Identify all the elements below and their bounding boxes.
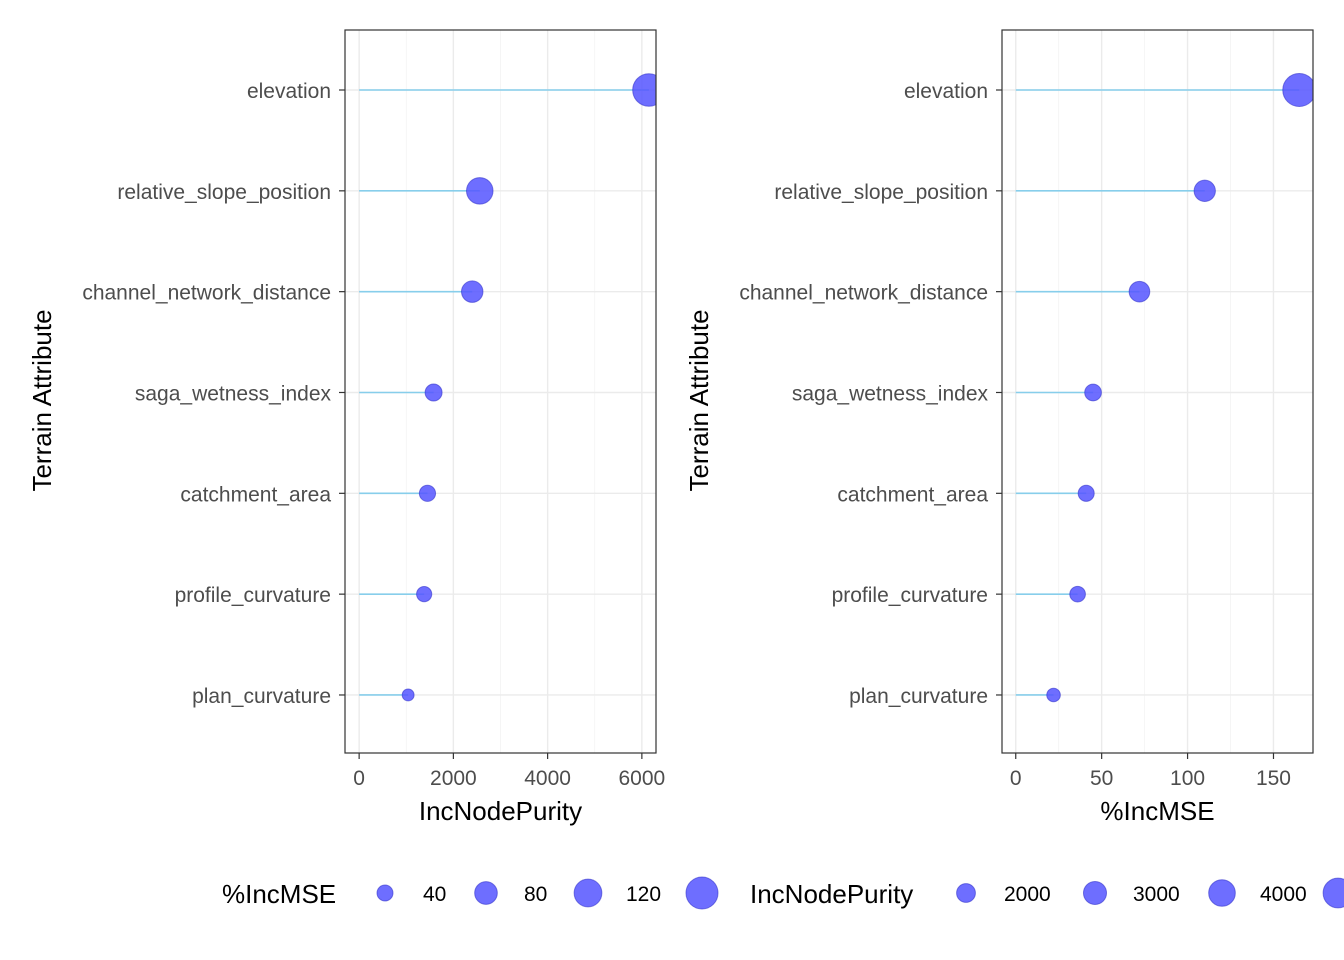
legend-key-label: 120 <box>626 883 661 906</box>
lollipop-stems <box>1015 89 1300 696</box>
y-tick-label: plan_curvature <box>849 685 988 708</box>
y-axis-ticks: elevation relative_slope_position channel_… <box>82 80 345 708</box>
legend-key-point <box>573 878 603 908</box>
data-point <box>1193 179 1216 202</box>
y-tick-label: elevation <box>904 80 988 103</box>
legend-keys: 2000 3000 4000 <box>956 877 1344 909</box>
y-tick-label: channel_network_distance <box>82 282 331 305</box>
legend-key-point <box>685 876 719 910</box>
legend-key-label: 40 <box>423 883 446 906</box>
panel-incmse: elevation relative_slope_position channel_… <box>684 29 1314 826</box>
legend-incnodepurity: IncNodePurity 2000 3000 4000 <box>750 877 1344 909</box>
y-axis-ticks: elevation relative_slope_position channel_… <box>739 80 1002 708</box>
legend-title: %IncMSE <box>222 879 336 909</box>
x-tick-label: 0 <box>353 767 365 790</box>
data-point <box>466 177 494 205</box>
panel-incnodepurity: elevation relative_slope_position channel_… <box>27 29 665 826</box>
legend-key-label: 2000 <box>1004 883 1051 906</box>
panel-background <box>1002 30 1313 753</box>
data-point <box>418 484 437 502</box>
legend-key-point <box>1082 880 1108 906</box>
data-point <box>1128 280 1151 303</box>
data-point <box>401 688 415 702</box>
lollipop-stems <box>359 89 649 696</box>
legend-key-label: 80 <box>524 883 547 906</box>
legend-key-point <box>1208 879 1236 907</box>
x-tick-label: 50 <box>1090 767 1113 790</box>
x-axis-ticks: 0 2000 4000 6000 <box>353 753 665 790</box>
x-tick-label: 4000 <box>524 767 571 790</box>
y-axis-title: Terrain Attribute <box>27 309 57 491</box>
x-axis-title: %IncMSE <box>1100 796 1214 826</box>
x-tick-label: 2000 <box>430 767 477 790</box>
panel-border <box>1001 29 1314 754</box>
legend-key-point <box>474 881 498 905</box>
legend-key-point <box>376 884 394 902</box>
data-point <box>1046 687 1061 703</box>
x-axis-title: IncNodePurity <box>419 796 582 826</box>
y-tick-label: catchment_area <box>837 483 988 506</box>
data-point <box>424 383 443 402</box>
data-point <box>1084 383 1102 402</box>
legend-incmse: %IncMSE 40 80 120 <box>222 876 719 910</box>
y-tick-label: profile_curvature <box>832 584 988 607</box>
data-point <box>632 73 656 107</box>
x-tick-label: 6000 <box>619 767 666 790</box>
data-point <box>460 280 484 303</box>
panel-border <box>344 29 657 754</box>
x-tick-label: 100 <box>1170 767 1205 790</box>
y-tick-label: saga_wetness_index <box>792 382 989 405</box>
y-tick-label: elevation <box>247 80 331 103</box>
data-point <box>1077 484 1095 502</box>
x-tick-label: 150 <box>1256 767 1291 790</box>
y-tick-label: profile_curvature <box>175 584 331 607</box>
lollipop-points <box>1046 73 1313 703</box>
data-point <box>416 586 433 603</box>
y-tick-label: relative_slope_position <box>774 181 988 204</box>
y-tick-label: channel_network_distance <box>739 282 988 305</box>
legend-title: IncNodePurity <box>750 879 913 909</box>
y-tick-label: catchment_area <box>180 483 331 506</box>
x-tick-label: 0 <box>1010 767 1022 790</box>
x-axis-ticks: 0 50 100 150 <box>1010 753 1291 790</box>
legend-key-point <box>1322 877 1344 909</box>
legend-key-label: 4000 <box>1260 883 1307 906</box>
data-point <box>1282 73 1313 107</box>
lollipop-points <box>401 73 656 702</box>
y-tick-label: plan_curvature <box>192 685 331 708</box>
legend-keys: 40 80 120 <box>376 876 719 910</box>
legend-key-point <box>956 883 976 903</box>
y-axis-title: Terrain Attribute <box>684 309 714 491</box>
y-tick-label: relative_slope_position <box>117 181 331 204</box>
y-tick-label: saga_wetness_index <box>135 382 332 405</box>
data-point <box>1069 585 1086 603</box>
legend-key-label: 3000 <box>1133 883 1180 906</box>
